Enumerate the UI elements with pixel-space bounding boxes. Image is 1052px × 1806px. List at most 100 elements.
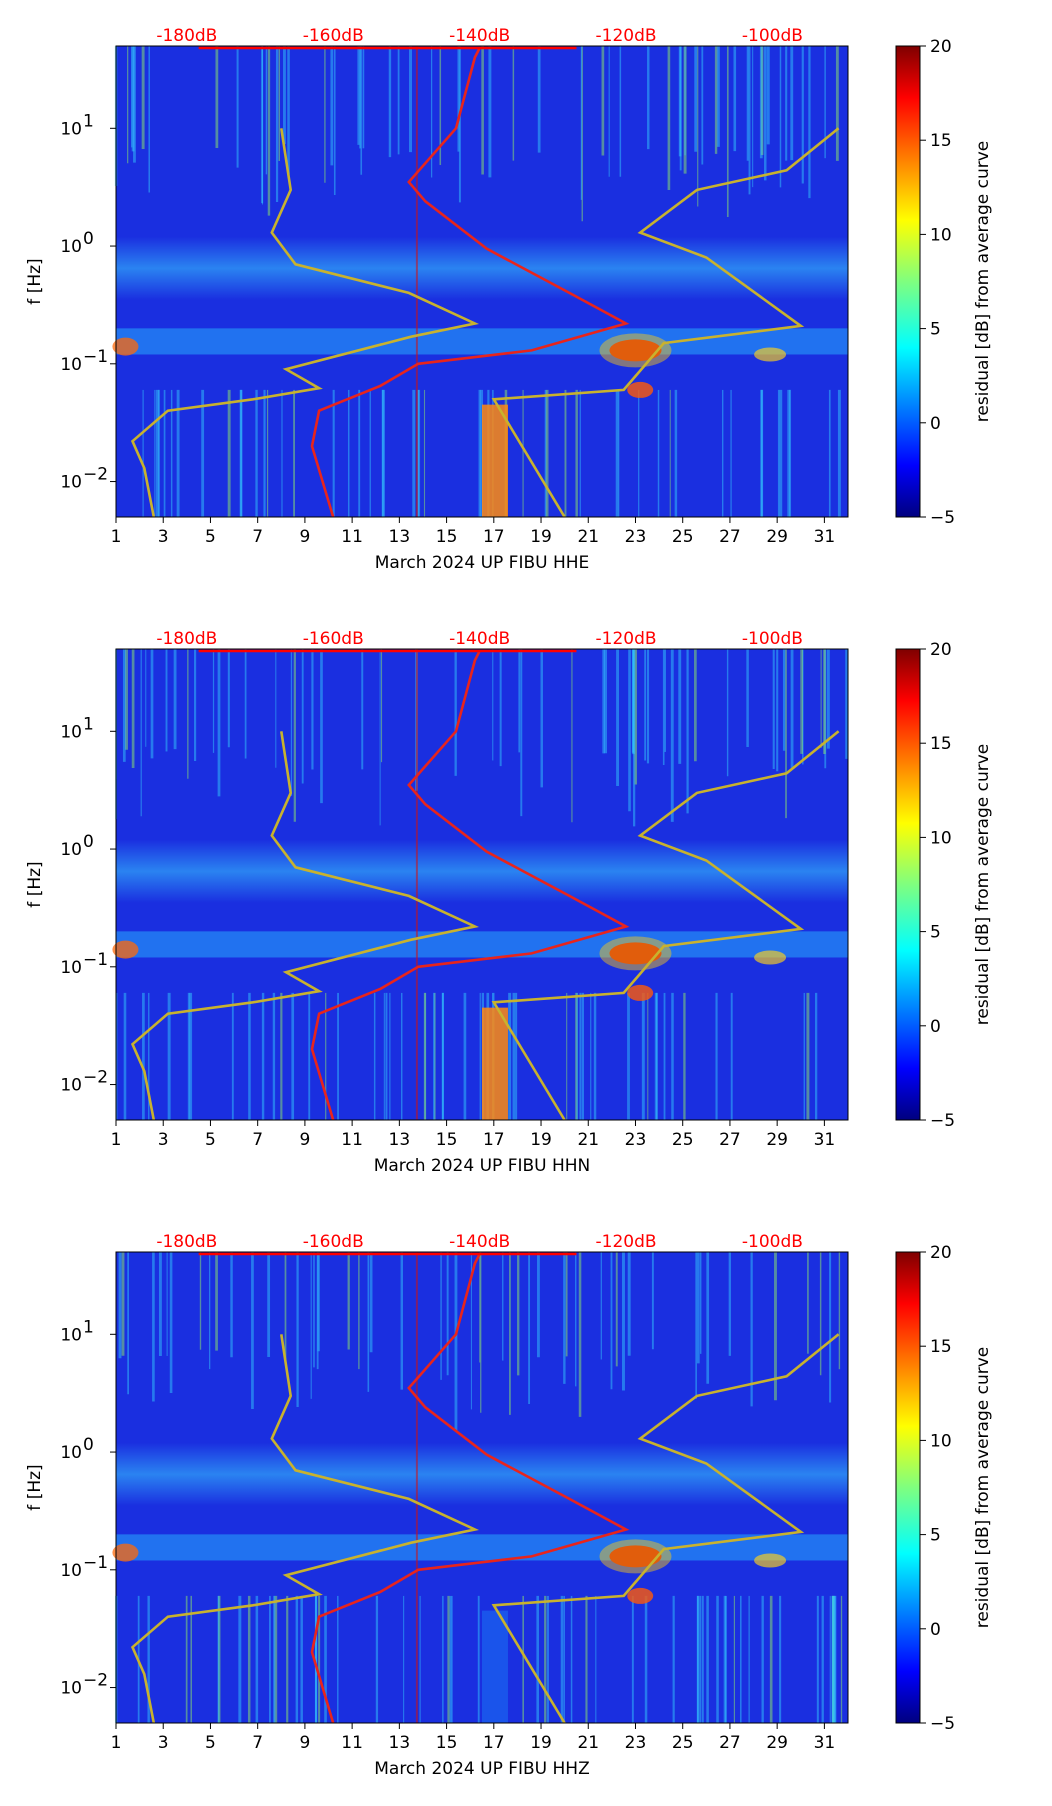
x-axis-label: March 2024 UP FIBU HHE <box>375 553 590 573</box>
y-tick-label: 10 <box>60 1561 82 1581</box>
colorbar-tick-label: 20 <box>930 37 952 57</box>
x-tick-label: 31 <box>814 1130 836 1150</box>
y-axis-label: f [Hz] <box>25 258 45 304</box>
y-tick-label: 10 <box>60 119 82 139</box>
x-tick-label: 31 <box>814 1733 836 1753</box>
colorbar-tick-label: 20 <box>930 640 952 660</box>
x-tick-label: 15 <box>436 1733 458 1753</box>
x-tick-label: 25 <box>672 1130 694 1150</box>
x-tick-label: 27 <box>719 1733 741 1753</box>
reference-curve-left <box>130 128 480 518</box>
x-tick-label: 25 <box>672 1733 694 1753</box>
top-scale-label: -120dB <box>596 26 657 46</box>
x-tick-label: 1 <box>111 527 122 547</box>
x-tick-label: 29 <box>766 1733 788 1753</box>
x-tick-label: 21 <box>577 527 599 547</box>
x-tick-label: 9 <box>299 527 310 547</box>
y-tick-exponent: −2 <box>83 465 108 485</box>
colorbar-label: residual [dB] from average curve <box>973 1347 993 1628</box>
colorbar-tick-label: 0 <box>930 1620 941 1640</box>
spectrogram-panel-hhn: 1 3 5 7 9 11 13 15 17 19 21 23 25 27 29 31 10−210−110 01… <box>25 629 993 1176</box>
top-scale-label: -100dB <box>742 26 803 46</box>
x-tick-label: 11 <box>341 1130 363 1150</box>
colorbar-tick-label: 0 <box>930 414 941 434</box>
psd-curve <box>310 47 630 518</box>
colorbar-tick-label: 15 <box>930 1337 952 1357</box>
top-scale-label: -120dB <box>596 1232 657 1252</box>
y-tick-exponent: −2 <box>83 1068 108 1088</box>
colorbar-gradient <box>895 648 921 1121</box>
y-tick-label: 10 <box>60 1679 82 1699</box>
colorbar-gradient <box>895 45 921 518</box>
top-scale-label: -120dB <box>596 629 657 649</box>
spectrogram-panel-hhe: 1 3 5 7 9 11 13 15 17 19 21 23 25 27 29 31 10−210−110 01… <box>25 26 993 573</box>
y-tick-exponent: −1 <box>83 347 108 367</box>
y-tick-exponent: 1 <box>83 1317 94 1337</box>
y-tick-label: 10 <box>60 237 82 257</box>
x-tick-label: 11 <box>341 527 363 547</box>
colorbar-label: residual [dB] from average curve <box>973 744 993 1025</box>
x-axis-label: March 2024 UP FIBU HHZ <box>374 1759 590 1779</box>
top-scale-label: -180dB <box>156 629 217 649</box>
x-axis-ticks: 1 3 5 7 9 11 13 15 17 19 21 23 25 27 29 31 <box>111 1120 836 1150</box>
x-tick-label: 3 <box>158 1733 169 1753</box>
top-scale-label: -140dB <box>449 1232 510 1252</box>
y-axis-label: f [Hz] <box>25 861 45 907</box>
x-tick-label: 13 <box>389 527 411 547</box>
x-tick-label: 19 <box>530 527 552 547</box>
y-tick-exponent: −1 <box>83 1553 108 1573</box>
x-axis-ticks: 1 3 5 7 9 11 13 15 17 19 21 23 25 27 29 31 <box>111 1723 836 1753</box>
y-tick-exponent: −2 <box>83 1671 108 1691</box>
top-scale-label: -160dB <box>303 629 364 649</box>
y-tick-label: 10 <box>60 1325 82 1345</box>
x-tick-label: 25 <box>672 527 694 547</box>
y-tick-exponent: 0 <box>83 1435 94 1455</box>
x-tick-label: 7 <box>252 527 263 547</box>
spectrogram-panel-hhz: 1 3 5 7 9 11 13 15 17 19 21 23 25 27 29 31 10−210−110 01… <box>25 1232 993 1779</box>
x-tick-label: 23 <box>625 1733 647 1753</box>
reference-curve-right <box>491 730 840 1121</box>
x-tick-label: 7 <box>252 1733 263 1753</box>
colorbar-tick-label: −5 <box>930 508 955 528</box>
y-tick-exponent: 0 <box>83 832 94 852</box>
colorbar: 20 15 10 5 0 −5 <box>895 1243 955 1734</box>
colorbar-tick-label: 0 <box>930 1017 941 1037</box>
plot-frame <box>115 45 849 518</box>
y-tick-label: 10 <box>60 840 82 860</box>
x-tick-label: 3 <box>158 527 169 547</box>
x-tick-label: 19 <box>530 1130 552 1150</box>
colorbar-tick-label: 20 <box>930 1243 952 1263</box>
top-scale-label: -140dB <box>449 26 510 46</box>
x-tick-label: 1 <box>111 1130 122 1150</box>
colorbar-tick-label: −5 <box>930 1714 955 1734</box>
x-tick-label: 5 <box>205 527 216 547</box>
x-tick-label: 3 <box>158 1130 169 1150</box>
y-tick-exponent: −1 <box>83 950 108 970</box>
top-db-scale: -180dB -160dB -140dB -120dB -100dB <box>156 629 803 649</box>
colorbar: 20 15 10 5 0 −5 <box>895 37 955 528</box>
top-db-scale: -180dB -160dB -140dB -120dB -100dB <box>156 1232 803 1252</box>
colorbar-tick-label: 10 <box>930 1431 952 1451</box>
y-axis-label: f [Hz] <box>25 1464 45 1510</box>
x-tick-label: 15 <box>436 527 458 547</box>
colorbar-tick-label: 10 <box>930 225 952 245</box>
x-axis-ticks: 1 3 5 7 9 11 13 15 17 19 21 23 25 27 29 31 <box>111 517 835 547</box>
plot-frame <box>115 1251 849 1724</box>
x-tick-label: 5 <box>205 1130 216 1150</box>
x-tick-label: 29 <box>766 527 788 547</box>
y-tick-exponent: 1 <box>83 714 94 734</box>
y-tick-label: 10 <box>60 355 82 375</box>
x-tick-label: 17 <box>483 527 505 547</box>
x-tick-label: 11 <box>341 1733 363 1753</box>
x-tick-label: 1 <box>111 1733 122 1753</box>
x-tick-label: 21 <box>577 1130 599 1150</box>
top-scale-label: -100dB <box>742 1232 803 1252</box>
plot-frame <box>115 648 849 1121</box>
colorbar-label: residual [dB] from average curve <box>973 141 993 422</box>
y-tick-label: 10 <box>60 1443 82 1463</box>
reference-curve-right <box>491 1333 840 1724</box>
